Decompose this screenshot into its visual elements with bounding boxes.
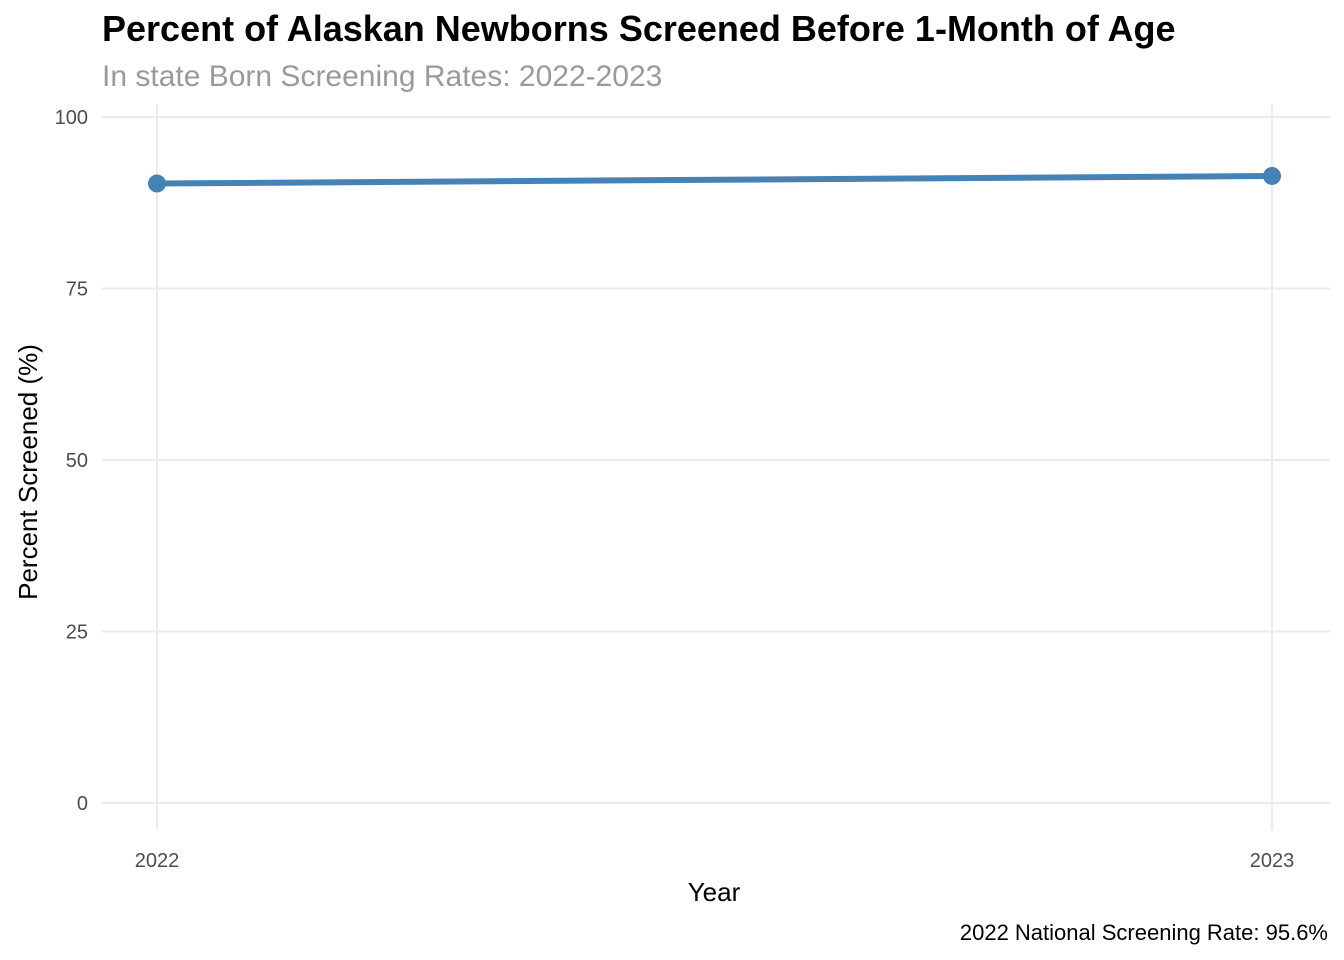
y-tick-label: 0 xyxy=(77,793,88,815)
y-tick-label: 50 xyxy=(66,450,88,472)
y-tick-label: 100 xyxy=(55,107,88,129)
y-tick-label: 75 xyxy=(66,279,88,301)
data-point xyxy=(148,174,166,193)
y-tick-label: 25 xyxy=(66,622,88,644)
y-axis-title: Percent Screened (%) xyxy=(13,344,43,600)
gridlines xyxy=(102,105,1330,830)
y-axis-ticks: 0 25 50 75 100 xyxy=(55,107,88,815)
data-point xyxy=(1263,166,1281,185)
x-axis-ticks: 2022 2023 xyxy=(135,850,1295,872)
chart-subtitle: In state Born Screening Rates: 2022-2023 xyxy=(102,60,663,93)
x-tick-label: 2022 xyxy=(135,850,180,872)
x-tick-label: 2023 xyxy=(1250,850,1295,872)
x-axis-title: Year xyxy=(688,877,741,907)
chart-title: Percent of Alaskan Newborns Screened Bef… xyxy=(102,8,1176,49)
chart-caption: 2022 National Screening Rate: 95.6% xyxy=(959,920,1328,945)
series-line xyxy=(154,172,1275,187)
series-layer xyxy=(148,166,1281,193)
